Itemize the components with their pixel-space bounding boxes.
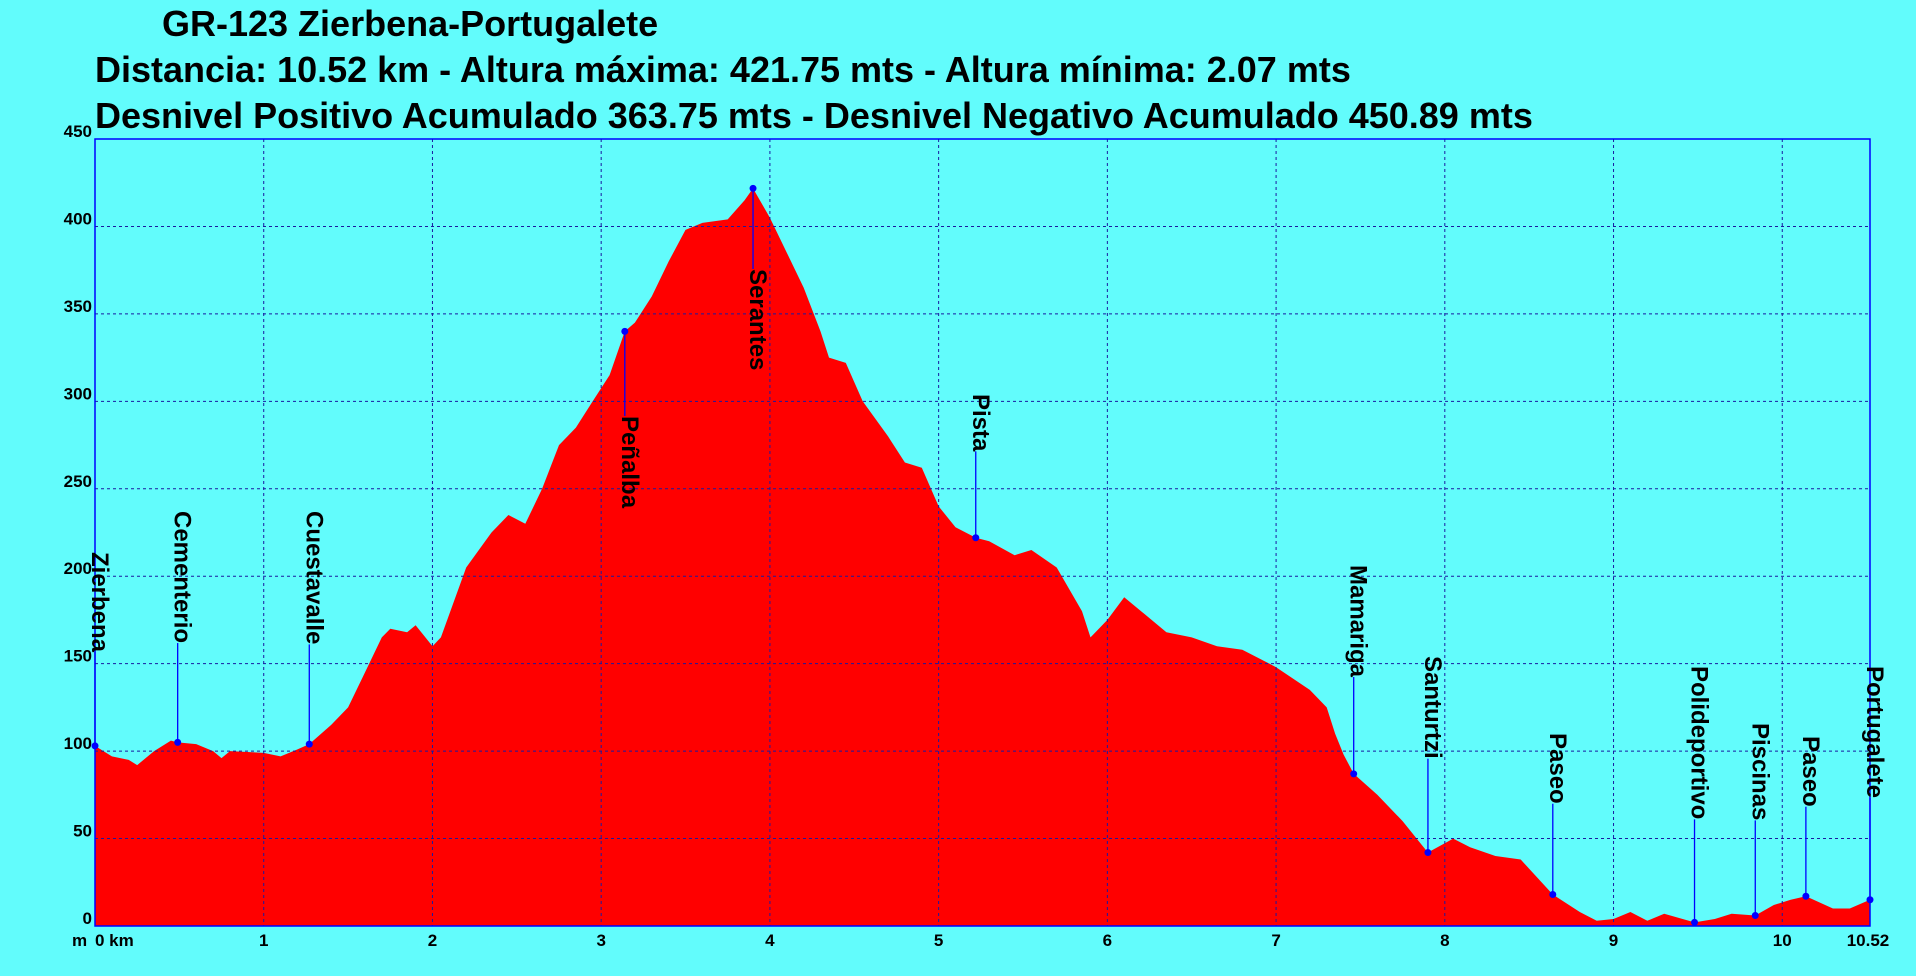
y-tick-label: 350 [64, 297, 92, 316]
x-tick-label: 10.52 [1847, 931, 1890, 950]
x-tick-label: 8 [1440, 931, 1449, 950]
y-tick-label: 250 [64, 472, 92, 491]
y-tick-label: 300 [64, 384, 92, 403]
waypoint-marker [1866, 896, 1874, 904]
waypoint-marker [621, 327, 629, 335]
waypoint-label: Portugalete [1861, 666, 1888, 798]
y-tick-label: 0 [83, 909, 92, 928]
waypoint-label: Cementerio [169, 511, 196, 643]
elevation-area [95, 188, 1870, 926]
y-tick-label: 150 [64, 647, 92, 666]
waypoint-marker [174, 738, 182, 746]
x-tick-label: 4 [765, 931, 775, 950]
x-tick-label: 2 [428, 931, 437, 950]
y-tick-label: 100 [64, 734, 92, 753]
waypoint-marker [1691, 918, 1699, 926]
y-tick-label: 50 [73, 822, 92, 841]
waypoint-marker [305, 740, 313, 748]
waypoint-label: Piscinas [1746, 723, 1773, 820]
waypoint-label: Peñalba [616, 416, 643, 509]
waypoint-label: Serantes [744, 269, 771, 370]
waypoint-label: Paseo [1797, 736, 1824, 807]
x-tick-label: 7 [1271, 931, 1280, 950]
waypoint-label: Paseo [1544, 733, 1571, 804]
x-tick-label: 10 [1773, 931, 1792, 950]
y-tick-label: 200 [64, 559, 92, 578]
plot-border [94, 138, 1871, 927]
x-tick-label: 3 [596, 931, 605, 950]
y-tick-label: 400 [64, 209, 92, 228]
waypoint-marker [1802, 892, 1810, 900]
x-tick-label: 9 [1609, 931, 1618, 950]
waypoint-label: Polideportivo [1686, 666, 1713, 819]
waypoint-label: Mamariga [1345, 565, 1372, 678]
waypoint-marker [1751, 912, 1759, 920]
x-tick-label: 5 [934, 931, 943, 950]
waypoint-label: Zierbena [86, 552, 113, 653]
waypoint-marker [1350, 770, 1358, 778]
waypoint-marker [749, 184, 757, 192]
x-tick-label: 1 [259, 931, 268, 950]
waypoint-marker [972, 534, 980, 542]
waypoint-marker [91, 742, 99, 750]
waypoint-label: Santurtzi [1419, 656, 1446, 759]
waypoint-label: Cuestavalle [300, 511, 327, 644]
waypoint-label: Pista [967, 394, 994, 452]
x-tick-label: 6 [1103, 931, 1112, 950]
chart-subtitle: Distancia: 10.52 km - Altura máxima: 421… [95, 49, 1351, 90]
waypoint-marker [1424, 849, 1432, 857]
chart-title: GR-123 Zierbena-Portugalete [162, 3, 658, 44]
chart-subtitle: Desnivel Positivo Acumulado 363.75 mts -… [95, 95, 1533, 136]
waypoint-marker [1549, 891, 1557, 899]
x-tick-label: 0 km [95, 931, 134, 950]
y-tick-label: 450 [64, 122, 92, 141]
y-unit: m [72, 931, 87, 950]
